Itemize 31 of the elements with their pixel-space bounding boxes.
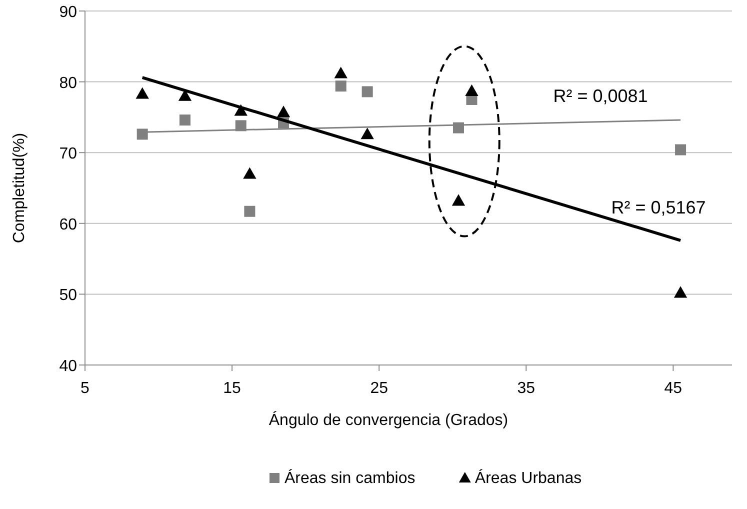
y-tick-label: 80 [59, 74, 78, 92]
x-axis-title: Ángulo de convergencia (Grados) [268, 411, 508, 429]
x-tick-label: 45 [664, 380, 682, 397]
legend-label: Áreas sin cambios [284, 469, 416, 487]
point [675, 144, 686, 156]
point [244, 206, 256, 217]
annotation: R² = 0,0081 [553, 86, 648, 106]
y-tick-label: 70 [59, 146, 78, 163]
point [360, 128, 374, 140]
point [276, 106, 290, 118]
legend-label: Áreas Urbanas [474, 469, 582, 487]
y-tick-label: 60 [59, 216, 78, 234]
point [674, 286, 688, 298]
x-tick-label: 25 [370, 380, 388, 397]
y-tick-label: 40 [59, 358, 78, 375]
y-axis-title: Completitud(%) [11, 132, 28, 244]
annotation: R² = 0,5167 [611, 198, 706, 218]
point [465, 84, 478, 96]
point [179, 114, 190, 126]
point [362, 86, 373, 98]
x-tick-label: 5 [80, 380, 90, 397]
y-tick-label: 90 [59, 4, 78, 21]
point [452, 194, 466, 206]
point [334, 66, 348, 78]
point [136, 87, 149, 99]
x-tick-label: 35 [517, 380, 536, 397]
point [335, 80, 346, 92]
point [136, 128, 148, 140]
point [243, 167, 256, 179]
x-tick-label: 15 [223, 380, 242, 397]
y-tick-label: 50 [59, 287, 78, 304]
